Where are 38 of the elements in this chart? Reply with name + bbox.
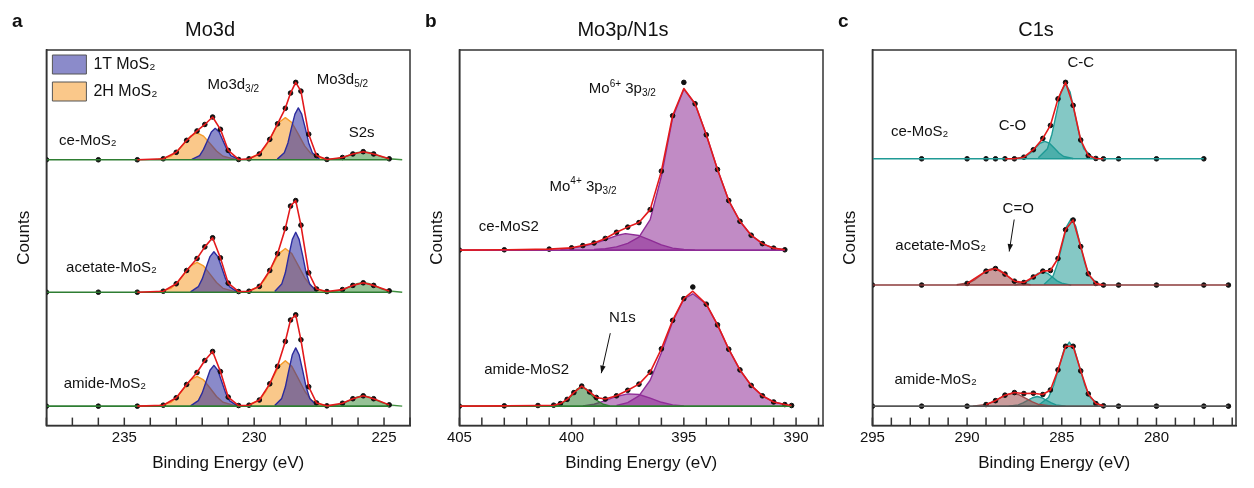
annotation: ce-MoS2 — [478, 217, 539, 235]
y-axis-title: Counts — [13, 210, 33, 265]
annotation: C=O — [1002, 198, 1034, 216]
text: a — [12, 9, 23, 31]
text: b — [425, 9, 437, 31]
x-tick-label: 285 — [1049, 427, 1075, 445]
legend-label: 1T MoS₂ — [93, 54, 156, 72]
x-axis-title: Binding Energy (eV) — [152, 453, 305, 473]
annotation: amide-MoS₂ — [894, 369, 978, 387]
annotation: amide-MoS2 — [484, 360, 570, 378]
x-axis-title: Binding Energy (eV) — [565, 453, 718, 473]
x-tick-label: 290 — [954, 427, 980, 445]
y-axis-title: Counts — [839, 210, 859, 265]
x-tick-label: 405 — [446, 427, 472, 445]
x-tick-label: 295 — [859, 427, 885, 445]
chart-title: Mo3p/N1s — [577, 17, 669, 40]
annotation: C-O — [998, 116, 1027, 134]
annotation: ce-MoS₂ — [890, 122, 949, 140]
x-tick-label: 280 — [1143, 427, 1169, 445]
y-axis-title: Counts — [426, 210, 446, 265]
legend-label: 2H MoS₂ — [93, 81, 158, 99]
annotation: ce-MoS₂ — [59, 131, 117, 149]
x-axis-title: Binding Energy (eV) — [978, 453, 1131, 473]
x-tick-label: 395 — [671, 427, 697, 445]
x-tick-label: 400 — [559, 427, 585, 445]
annotation: amide-MoS₂ — [63, 374, 147, 392]
annotation: S2s — [348, 123, 375, 141]
x-tick-label: 225 — [371, 427, 397, 445]
annotation: acetate-MoS₂ — [895, 236, 987, 254]
annotation: N1s — [608, 308, 636, 326]
chart-title: Mo3d — [184, 17, 236, 40]
x-tick-label: 235 — [111, 427, 137, 445]
x-tick-label: 230 — [241, 427, 267, 445]
text: c — [838, 9, 849, 31]
chart-title: C1s — [1018, 17, 1054, 40]
annotation: acetate-MoS₂ — [66, 258, 158, 276]
text: C-C — [1067, 52, 1095, 70]
x-tick-label: 390 — [783, 427, 809, 445]
